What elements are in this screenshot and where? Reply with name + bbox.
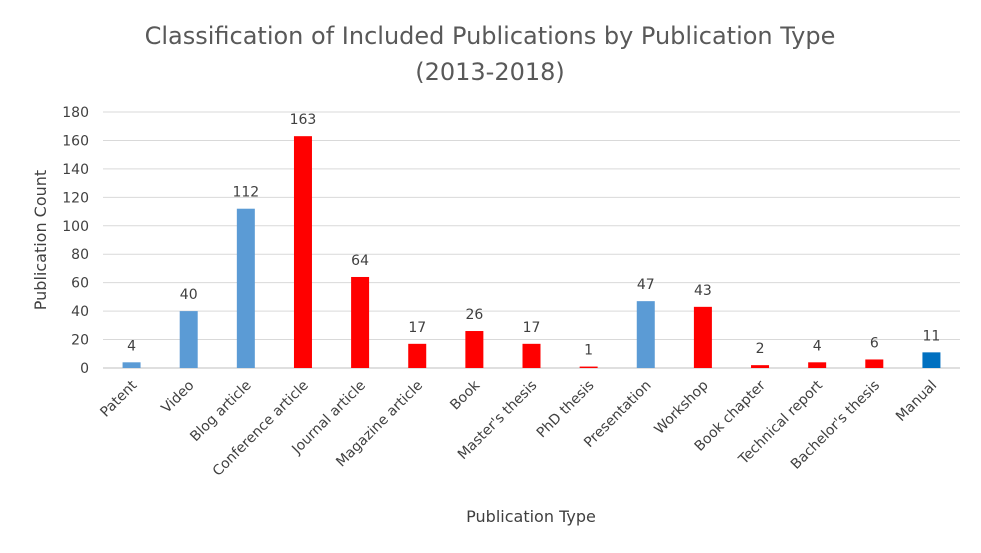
bar — [465, 331, 484, 368]
y-tick-label: 80 — [71, 247, 89, 263]
chart-subtitle: (2013-2018) — [415, 58, 565, 86]
y-axis-ticks: 0 20 40 60 80 100 120 140 160 180 — [62, 105, 89, 377]
data-label: 26 — [465, 307, 483, 323]
x-tick-label: Book — [447, 377, 484, 414]
data-label: 47 — [637, 277, 655, 293]
chart-title: Classification of Included Publications … — [145, 22, 836, 50]
x-tick-label: Video — [158, 378, 197, 417]
y-tick-label: 20 — [71, 333, 89, 349]
data-label: 163 — [290, 112, 317, 128]
data-label: 2 — [756, 341, 765, 357]
bar — [808, 362, 827, 368]
y-tick-label: 40 — [71, 304, 89, 320]
data-label: 17 — [523, 320, 541, 336]
x-tick-label: Patent — [97, 377, 140, 420]
data-label: 64 — [351, 253, 369, 269]
bars — [122, 136, 941, 368]
data-label: 4 — [813, 338, 822, 354]
bar — [579, 366, 598, 368]
x-tick-label: Conference article — [210, 378, 312, 480]
bar — [522, 343, 541, 368]
bar — [351, 276, 370, 368]
data-labels: 4 40 112 163 64 17 26 17 1 47 43 2 4 6 11 — [127, 112, 940, 358]
bar — [751, 365, 770, 368]
bar — [636, 301, 655, 368]
y-tick-label: 160 — [62, 133, 89, 149]
x-tick-label: Manual — [893, 378, 940, 425]
data-label: 6 — [870, 335, 879, 351]
y-axis-title: Publication Count — [31, 170, 50, 310]
y-tick-label: 60 — [71, 276, 89, 292]
y-tick-label: 0 — [80, 361, 89, 377]
bar — [693, 306, 712, 368]
x-tick-label: Workshop — [652, 377, 712, 437]
data-label: 40 — [180, 287, 198, 303]
data-label: 4 — [127, 338, 136, 354]
data-label: 17 — [408, 320, 426, 336]
data-label: 43 — [694, 283, 712, 299]
data-label: 1 — [584, 343, 593, 359]
bar — [922, 352, 941, 368]
bar — [122, 362, 141, 368]
y-tick-label: 100 — [62, 219, 89, 235]
x-axis-title: Publication Type — [466, 507, 596, 526]
bar — [293, 136, 312, 368]
bar — [865, 359, 884, 368]
bar — [236, 208, 255, 368]
y-tick-label: 180 — [62, 105, 89, 121]
y-tick-label: 120 — [62, 190, 89, 206]
bar — [179, 311, 198, 368]
data-label: 11 — [923, 328, 941, 344]
y-tick-label: 140 — [62, 162, 89, 178]
bar — [408, 343, 427, 368]
data-label: 112 — [232, 185, 259, 201]
